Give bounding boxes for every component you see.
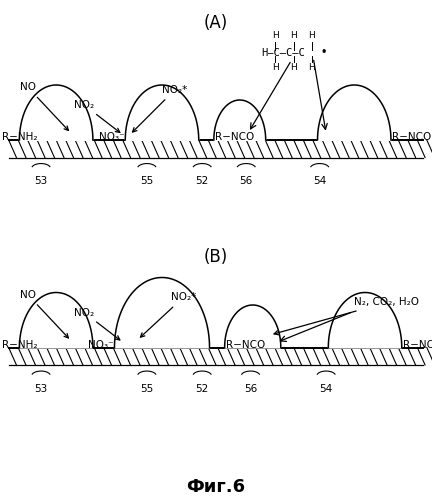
Text: H: H xyxy=(290,64,297,72)
Text: 54: 54 xyxy=(313,176,326,186)
Polygon shape xyxy=(318,85,391,140)
Text: R−NH₂: R−NH₂ xyxy=(2,132,38,142)
Text: NO₂*: NO₂* xyxy=(140,292,196,337)
Text: R−NCO: R−NCO xyxy=(392,132,432,142)
Text: NO: NO xyxy=(20,290,68,338)
Text: Фиг.6: Фиг.6 xyxy=(187,478,245,496)
Text: 53: 53 xyxy=(35,176,48,186)
Text: NO₃⁻: NO₃⁻ xyxy=(88,340,114,350)
Text: 56: 56 xyxy=(240,176,253,186)
Text: R−NCO: R−NCO xyxy=(403,340,432,350)
Text: H: H xyxy=(272,64,279,72)
Polygon shape xyxy=(225,305,281,348)
Polygon shape xyxy=(214,100,266,140)
Text: •: • xyxy=(317,46,327,59)
Text: H: H xyxy=(290,31,297,40)
Text: 54: 54 xyxy=(320,384,333,394)
Text: H: H xyxy=(272,31,279,40)
Text: R−NCO: R−NCO xyxy=(226,340,265,350)
Text: NO: NO xyxy=(20,82,68,130)
Text: 56: 56 xyxy=(244,384,257,394)
Polygon shape xyxy=(328,292,402,348)
Text: NO₂: NO₂ xyxy=(74,308,120,340)
Text: R−NCO: R−NCO xyxy=(215,132,254,142)
Text: H–C–C–C: H–C–C–C xyxy=(261,48,305,58)
Text: R−NH₂: R−NH₂ xyxy=(2,340,38,350)
Polygon shape xyxy=(114,278,210,347)
Text: H: H xyxy=(308,64,315,72)
Text: (B): (B) xyxy=(204,248,228,266)
Text: 55: 55 xyxy=(140,384,153,394)
Polygon shape xyxy=(125,85,199,140)
Text: H: H xyxy=(308,31,315,40)
Text: NO₃⁻: NO₃⁻ xyxy=(99,132,124,142)
Polygon shape xyxy=(19,292,93,348)
Polygon shape xyxy=(19,85,93,140)
Text: (A): (A) xyxy=(204,14,228,32)
Text: 55: 55 xyxy=(140,176,153,186)
Text: NO₂*: NO₂* xyxy=(133,85,187,132)
Text: 52: 52 xyxy=(196,384,209,394)
Text: 52: 52 xyxy=(196,176,209,186)
Text: 53: 53 xyxy=(35,384,48,394)
Text: NO₂: NO₂ xyxy=(74,100,120,132)
Text: N₂, CO₂, H₂O: N₂, CO₂, H₂O xyxy=(274,298,419,335)
